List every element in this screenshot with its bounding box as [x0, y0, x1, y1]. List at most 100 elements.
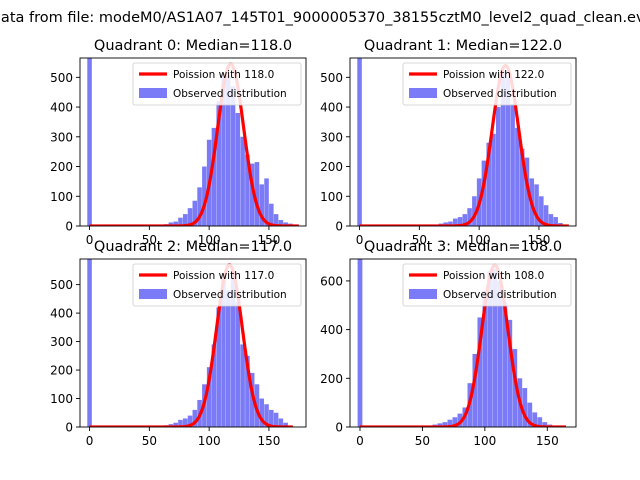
histogram-bar	[481, 160, 487, 226]
histogram-bar	[249, 163, 255, 226]
histogram-bar	[235, 113, 241, 226]
y-tick-label: 200	[320, 160, 343, 174]
histogram-bar	[532, 412, 538, 427]
y-tick-label: 500	[50, 71, 73, 85]
legend-label-poisson: Poission with 117.0	[173, 270, 274, 282]
axes-frame	[79, 258, 307, 428]
histogram-bar	[216, 307, 221, 427]
histogram-bar	[537, 417, 543, 427]
y-tick-label: 300	[50, 130, 73, 144]
y-tick-label: 200	[50, 160, 73, 174]
histogram-bar	[216, 101, 221, 226]
y-tick-label: 400	[320, 101, 343, 115]
axes-frame	[349, 57, 577, 227]
histogram-bar	[192, 200, 198, 226]
histogram-bar	[524, 157, 530, 226]
histogram-bar	[482, 290, 488, 427]
axes-frame	[79, 57, 307, 227]
plot-area	[357, 259, 567, 427]
subplot-quadrant-2: 0 50 100 150 0 100 200 300 400 500 Quadrant 2: Med…	[50, 239, 307, 448]
histogram-bar	[269, 409, 274, 427]
subplot-title: Quadrant 2: Median=117.0	[94, 239, 292, 255]
histogram-bar	[230, 270, 236, 427]
histogram-bar	[173, 422, 178, 427]
plot-area	[87, 259, 294, 427]
legend-box	[402, 263, 572, 307]
x-tick-label: 100	[198, 233, 221, 247]
x-tick-label: 50	[415, 434, 430, 448]
histogram-bar	[240, 344, 245, 427]
x-tick-label: 100	[198, 434, 221, 448]
legend-box	[132, 62, 302, 106]
histogram-bar	[206, 367, 212, 427]
poisson-curve	[89, 263, 294, 427]
subplot-quadrant-0: 0 50 100 150 0 100 200 300 400 500 Quadrant 0: Med…	[50, 38, 307, 247]
histogram-bar	[87, 259, 92, 427]
y-tick-label: 500	[320, 71, 343, 85]
histogram-bar	[211, 127, 217, 226]
histogram-bar	[259, 398, 265, 427]
histogram-bar	[245, 355, 250, 427]
histogram-bar	[245, 154, 250, 226]
histogram-bar	[492, 268, 498, 427]
subplot-title: Quadrant 1: Median=122.0	[364, 38, 562, 54]
x-tick-label: 0	[86, 434, 94, 448]
histogram-bar	[357, 58, 362, 226]
y-tick-label: 200	[320, 372, 343, 386]
histogram-bar	[269, 203, 274, 226]
histogram-bar	[202, 166, 207, 226]
subplot-quadrant-3: 0 50 100 150 0 200 400 600 Quadrant 3: Median=10…	[320, 239, 577, 448]
histogram-bar	[442, 422, 448, 427]
histogram-bar	[448, 221, 453, 226]
x-tick-label: 100	[473, 434, 496, 448]
x-tick-label: 0	[356, 434, 364, 448]
histogram-bar	[472, 196, 477, 226]
histogram-bar	[467, 208, 472, 226]
histogram-bar	[472, 353, 478, 427]
y-tick-label: 300	[320, 130, 343, 144]
histogram-bar	[510, 104, 515, 226]
x-tick-label: 0	[356, 233, 364, 247]
histogram-bar	[515, 127, 520, 226]
histogram-bar	[235, 301, 241, 427]
histogram-bar	[542, 422, 548, 427]
histogram-bar	[548, 214, 554, 226]
legend-box	[402, 62, 572, 106]
legend-patch-swatch	[139, 88, 167, 98]
x-tick-label: 100	[468, 233, 491, 247]
histogram-bar	[437, 423, 443, 427]
subplot-title: Quadrant 0: Median=118.0	[94, 38, 292, 54]
legend-label-poisson: Poission with 108.0	[443, 270, 544, 282]
histogram-bar	[443, 222, 448, 226]
x-tick-label: 0	[86, 233, 94, 247]
poisson-curve	[89, 62, 300, 226]
legend-box	[132, 263, 302, 307]
histogram-bar	[452, 417, 458, 427]
histogram-bar	[496, 107, 501, 226]
histogram-bar	[500, 71, 506, 226]
subplot-quadrant-1: 0 50 100 150 0 100 200 300 400 500 Quadrant 1: Med…	[320, 38, 577, 247]
histogram-bar	[254, 162, 260, 226]
legend: Poission with 122.0 Observed distribution	[402, 62, 572, 106]
y-tick-label: 0	[65, 220, 73, 234]
histogram-bar	[182, 214, 188, 226]
legend-patch-swatch	[139, 289, 167, 299]
histogram-bar	[522, 388, 528, 427]
histogram-bar	[197, 187, 202, 226]
legend: Poission with 108.0 Observed distribution	[402, 263, 572, 307]
histogram-bar	[264, 178, 269, 226]
histogram-bar	[249, 372, 255, 427]
poisson-curve	[359, 263, 567, 427]
histogram-bar	[457, 413, 463, 427]
legend-label-poisson: Poission with 118.0	[173, 69, 274, 81]
y-tick-label: 400	[50, 101, 73, 115]
plot-area	[87, 58, 300, 226]
y-tick-label: 0	[335, 220, 343, 234]
y-tick-label: 100	[50, 392, 73, 406]
histogram-bar	[452, 218, 458, 226]
histogram-bar	[187, 208, 193, 226]
histogram-bar	[87, 58, 92, 226]
histogram-bar	[505, 77, 511, 226]
